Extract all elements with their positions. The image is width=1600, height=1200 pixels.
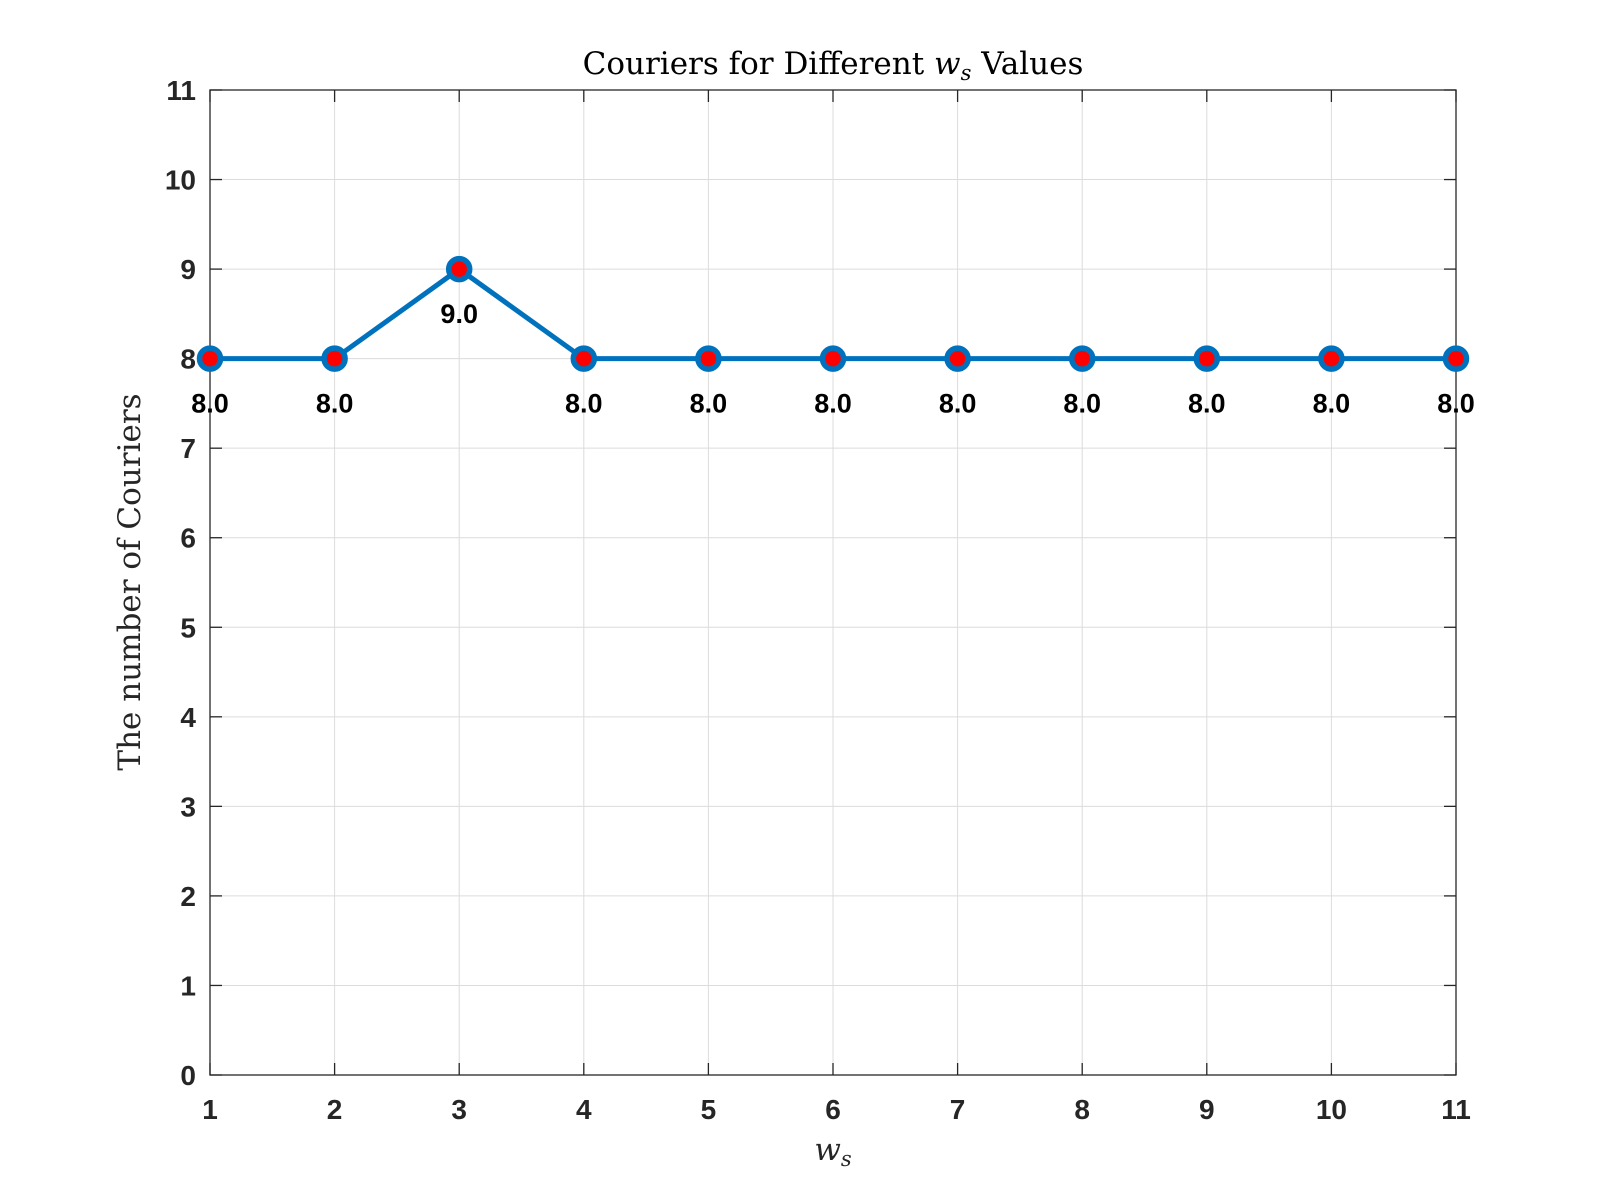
data-point bbox=[321, 345, 348, 372]
data-label: 8.0 bbox=[1437, 389, 1475, 419]
data-point bbox=[695, 345, 722, 372]
data-label: 8.0 bbox=[1313, 389, 1351, 419]
x-tick-label: 3 bbox=[451, 1094, 467, 1125]
y-tick-label: 5 bbox=[180, 612, 196, 643]
y-tick-label: 1 bbox=[180, 970, 196, 1001]
y-tick-label: 6 bbox=[180, 523, 196, 554]
data-series bbox=[196, 255, 1470, 372]
y-tick-label: 0 bbox=[180, 1060, 196, 1091]
data-label: 9.0 bbox=[440, 299, 478, 329]
data-point bbox=[944, 345, 971, 372]
x-tick-label: 10 bbox=[1316, 1094, 1347, 1125]
data-label: 8.0 bbox=[1063, 389, 1101, 419]
y-tick-label: 11 bbox=[166, 75, 196, 106]
axis-ticks bbox=[209, 89, 1457, 1076]
x-tick-label: 4 bbox=[576, 1094, 592, 1125]
data-label: 8.0 bbox=[316, 389, 354, 419]
x-tick-labels: 1 2 3 4 5 6 7 8 9 10 11 bbox=[202, 1094, 1471, 1125]
x-tick-label: 8 bbox=[1074, 1094, 1090, 1125]
x-tick-label: 9 bbox=[1199, 1094, 1215, 1125]
x-tick-label: 2 bbox=[327, 1094, 343, 1125]
data-point bbox=[570, 345, 598, 372]
chart-title: Couriers for Different ws Values bbox=[583, 46, 1084, 85]
y-tick-label: 10 bbox=[165, 165, 196, 196]
x-tick-label: 11 bbox=[1441, 1094, 1471, 1125]
y-tick-label: 3 bbox=[180, 791, 196, 822]
data-point bbox=[1318, 345, 1345, 372]
data-label: 8.0 bbox=[565, 389, 603, 419]
x-tick-label: 6 bbox=[825, 1094, 841, 1125]
y-axis-title: The number of Couriers bbox=[112, 393, 148, 770]
x-axis-title: ws bbox=[814, 1132, 852, 1171]
x-tick-label: 1 bbox=[202, 1094, 218, 1125]
data-label: 8.0 bbox=[191, 389, 229, 419]
data-label: 8.0 bbox=[1188, 389, 1226, 419]
grid-lines bbox=[209, 89, 1457, 1076]
data-point bbox=[819, 345, 847, 372]
data-point bbox=[1193, 345, 1221, 372]
y-tick-label: 4 bbox=[180, 702, 196, 733]
data-point bbox=[445, 255, 473, 283]
data-point bbox=[196, 345, 224, 372]
data-label: 8.0 bbox=[939, 389, 977, 419]
x-tick-label: 5 bbox=[701, 1094, 717, 1125]
data-label: 8.0 bbox=[814, 389, 852, 419]
y-tick-label: 9 bbox=[180, 254, 196, 285]
y-tick-label: 7 bbox=[180, 433, 196, 464]
y-tick-labels: 0 1 2 3 4 5 6 7 8 9 10 11 bbox=[165, 75, 197, 1091]
y-tick-label: 8 bbox=[180, 344, 196, 375]
data-label: 8.0 bbox=[690, 389, 728, 419]
y-tick-label: 2 bbox=[180, 881, 196, 912]
data-labels: 8.0 8.0 9.0 8.0 8.0 8.0 8.0 8.0 8.0 8.0 8.0 bbox=[191, 299, 1475, 419]
data-point bbox=[1068, 345, 1096, 372]
data-point bbox=[1442, 345, 1470, 372]
x-tick-label: 7 bbox=[950, 1094, 966, 1125]
